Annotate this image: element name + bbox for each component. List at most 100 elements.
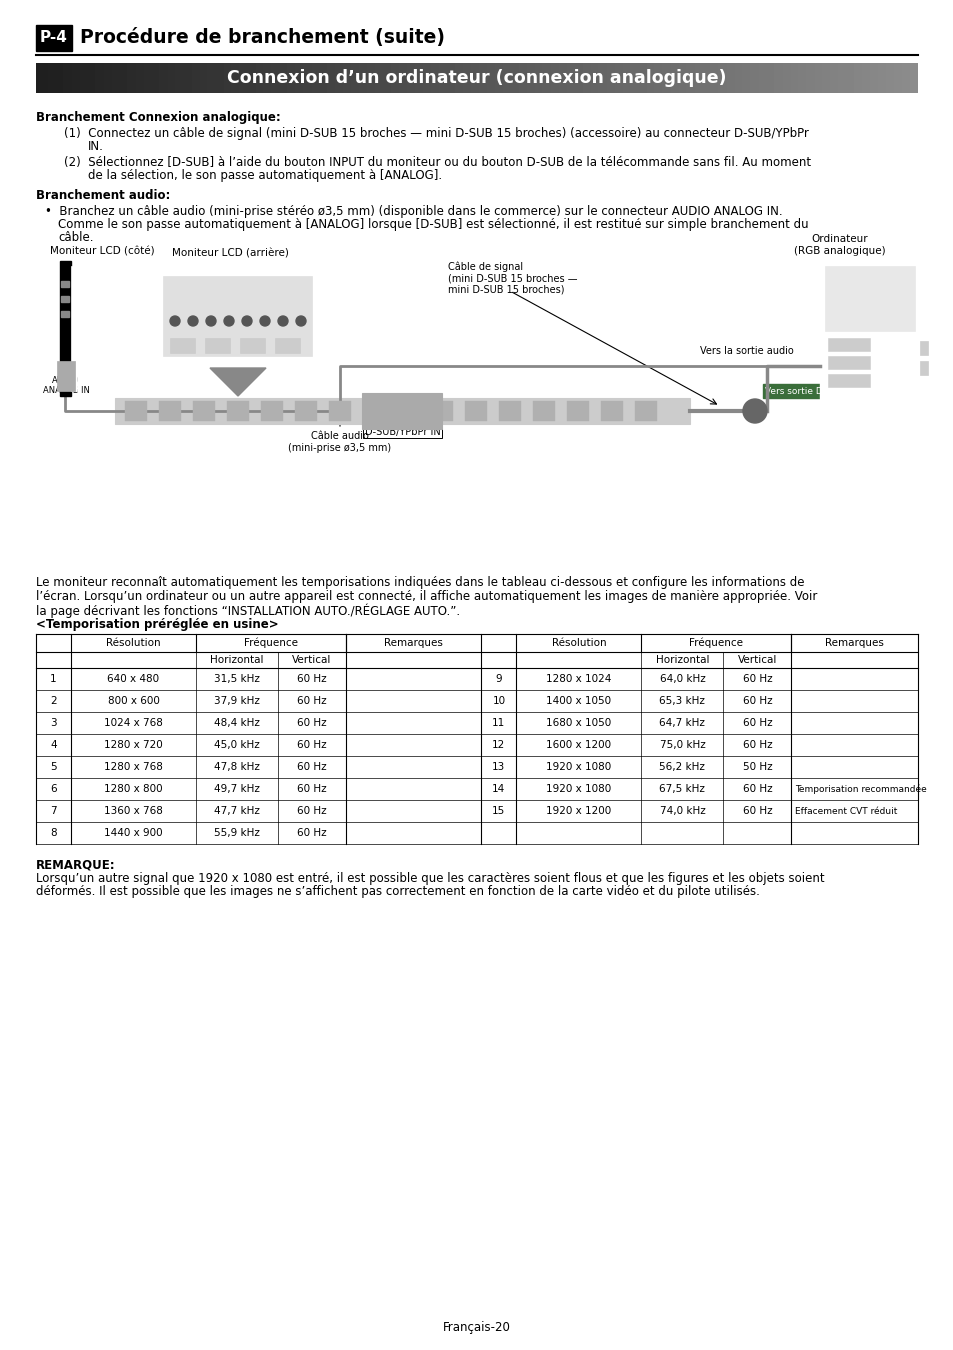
Text: câble.: câble. <box>58 231 93 244</box>
Text: (1)  Connectez un câble de signal (mini D-SUB 15 broches — mini D-SUB 15 broches: (1) Connectez un câble de signal (mini D… <box>64 127 808 140</box>
Text: 1920 x 1080: 1920 x 1080 <box>546 761 611 772</box>
Bar <box>329 401 351 421</box>
Text: Résolution: Résolution <box>106 639 161 648</box>
Bar <box>240 338 265 352</box>
Text: Procédure de branchement (suite): Procédure de branchement (suite) <box>80 28 444 47</box>
Bar <box>294 401 316 421</box>
Bar <box>60 261 71 396</box>
Text: 1920 x 1200: 1920 x 1200 <box>546 806 611 815</box>
Text: la page décrivant les fonctions “INSTALLATION AUTO./RÉGLAGE AUTO.”.: la page décrivant les fonctions “INSTALL… <box>36 603 459 618</box>
Text: 13: 13 <box>492 761 505 772</box>
Text: 60 Hz: 60 Hz <box>297 740 327 751</box>
Bar <box>827 374 869 387</box>
Text: 60 Hz: 60 Hz <box>741 806 771 815</box>
Circle shape <box>260 316 270 325</box>
Text: Fréquence: Fréquence <box>244 637 297 648</box>
Text: 55,9 kHz: 55,9 kHz <box>213 828 259 838</box>
Text: 1024 x 768: 1024 x 768 <box>104 718 163 728</box>
Bar <box>61 281 69 288</box>
Text: 47,8 kHz: 47,8 kHz <box>213 761 259 772</box>
Text: Effacement CVT réduit: Effacement CVT réduit <box>795 806 897 815</box>
Text: Lorsqu’un autre signal que 1920 x 1080 est entré, il est possible que les caract: Lorsqu’un autre signal que 1920 x 1080 e… <box>36 872 823 886</box>
Bar <box>159 401 181 421</box>
Text: 1400 x 1050: 1400 x 1050 <box>546 697 611 706</box>
Text: Branchement audio:: Branchement audio: <box>36 189 171 202</box>
Text: AUDIO
ANALOG IN: AUDIO ANALOG IN <box>43 377 90 396</box>
Text: 74,0 kHz: 74,0 kHz <box>659 806 704 815</box>
Bar <box>566 401 588 421</box>
Text: 56,2 kHz: 56,2 kHz <box>659 761 704 772</box>
Bar <box>396 401 418 421</box>
Bar <box>57 360 75 392</box>
Text: Horizontal: Horizontal <box>210 655 263 666</box>
Text: 60 Hz: 60 Hz <box>297 697 327 706</box>
Circle shape <box>277 316 288 325</box>
Text: 60 Hz: 60 Hz <box>297 718 327 728</box>
Bar <box>36 634 917 844</box>
Text: 2: 2 <box>51 697 57 706</box>
Text: 1600 x 1200: 1600 x 1200 <box>546 740 611 751</box>
Bar <box>363 401 385 421</box>
Text: Horizontal: Horizontal <box>655 655 708 666</box>
Text: Le moniteur reconnaît automatiquement les temporisations indiquées dans le table: Le moniteur reconnaît automatiquement le… <box>36 576 803 589</box>
Text: 47,7 kHz: 47,7 kHz <box>213 806 259 815</box>
Text: IN.: IN. <box>88 140 104 153</box>
Bar <box>431 401 453 421</box>
Text: 60 Hz: 60 Hz <box>741 740 771 751</box>
Text: P-4: P-4 <box>40 31 68 46</box>
Bar <box>125 401 147 421</box>
Text: 49,7 kHz: 49,7 kHz <box>213 784 259 794</box>
Text: 800 x 600: 800 x 600 <box>108 697 159 706</box>
Text: 64,0 kHz: 64,0 kHz <box>659 674 704 684</box>
Text: 1: 1 <box>51 674 57 684</box>
Bar <box>919 342 927 355</box>
Text: REMARQUE:: REMARQUE: <box>36 859 115 871</box>
Text: 1280 x 768: 1280 x 768 <box>104 761 163 772</box>
Text: (2)  Sélectionnez [D-SUB] à l’aide du bouton INPUT du moniteur ou du bouton D-SU: (2) Sélectionnez [D-SUB] à l’aide du bou… <box>64 157 810 169</box>
Text: 75,0 kHz: 75,0 kHz <box>659 740 704 751</box>
Bar <box>61 310 69 317</box>
Bar <box>170 338 194 352</box>
Text: Câble de signal
(mini D-SUB 15 broches —
mini D-SUB 15 broches): Câble de signal (mini D-SUB 15 broches —… <box>448 261 577 294</box>
Bar <box>36 26 71 51</box>
Text: Vers la sortie audio: Vers la sortie audio <box>700 346 793 356</box>
Text: Vertical: Vertical <box>737 655 777 666</box>
Text: 60 Hz: 60 Hz <box>741 674 771 684</box>
Text: Remarques: Remarques <box>824 639 883 648</box>
Bar <box>274 338 299 352</box>
Circle shape <box>170 316 180 325</box>
Text: 60 Hz: 60 Hz <box>741 697 771 706</box>
Text: 1360 x 768: 1360 x 768 <box>104 806 163 815</box>
Text: 60 Hz: 60 Hz <box>741 718 771 728</box>
Bar <box>827 356 869 369</box>
Text: 11: 11 <box>492 718 505 728</box>
Text: 8: 8 <box>51 828 57 838</box>
Circle shape <box>206 316 215 325</box>
Text: 50 Hz: 50 Hz <box>741 761 771 772</box>
Text: 12: 12 <box>492 740 505 751</box>
Bar <box>61 296 69 302</box>
Text: Ordinateur
(RGB analogique): Ordinateur (RGB analogique) <box>793 235 885 256</box>
Text: 10: 10 <box>492 697 505 706</box>
Text: 1280 x 1024: 1280 x 1024 <box>546 674 611 684</box>
Bar <box>154 266 319 366</box>
Bar <box>827 338 869 351</box>
Circle shape <box>742 400 766 423</box>
Text: 60 Hz: 60 Hz <box>297 806 327 815</box>
Text: 4: 4 <box>51 740 57 751</box>
Text: 64,7 kHz: 64,7 kHz <box>659 718 704 728</box>
Text: Vers sortie D-SUB: Vers sortie D-SUB <box>764 386 843 396</box>
Bar <box>635 401 657 421</box>
Text: 65,3 kHz: 65,3 kHz <box>659 697 704 706</box>
Text: Câble audio
(mini-prise ø3,5 mm): Câble audio (mini-prise ø3,5 mm) <box>288 431 391 452</box>
Text: Remarques: Remarques <box>384 639 443 648</box>
Text: Moniteur LCD (côté): Moniteur LCD (côté) <box>50 246 154 256</box>
Circle shape <box>188 316 198 325</box>
Text: <Temporisation préréglée en usine>: <Temporisation préréglée en usine> <box>36 618 278 630</box>
Text: 7: 7 <box>51 806 57 815</box>
Bar <box>163 275 312 356</box>
Text: Connexion d’un ordinateur (connexion analogique): Connexion d’un ordinateur (connexion ana… <box>227 69 726 86</box>
Text: 9: 9 <box>495 674 501 684</box>
Text: 1920 x 1080: 1920 x 1080 <box>546 784 611 794</box>
Text: 1680 x 1050: 1680 x 1050 <box>546 718 611 728</box>
